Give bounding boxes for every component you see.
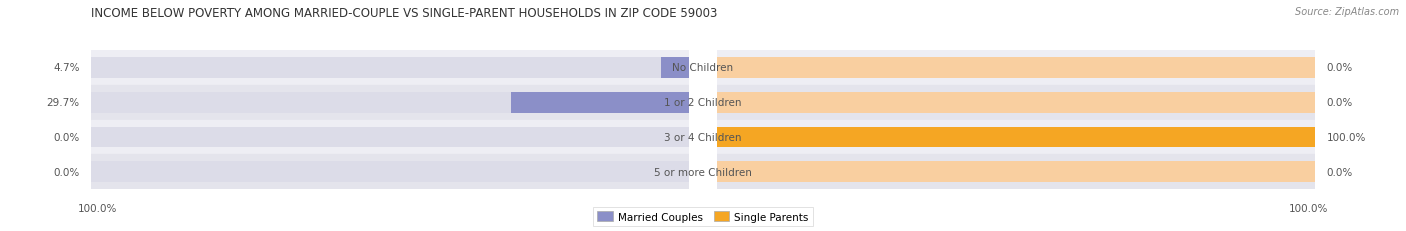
Bar	[717, 92, 1315, 113]
Bar	[661, 58, 689, 79]
Text: 4.7%: 4.7%	[53, 63, 79, 73]
Text: 0.0%: 0.0%	[1327, 167, 1353, 177]
Bar	[717, 162, 1315, 182]
Bar	[91, 155, 689, 189]
Bar	[91, 85, 689, 120]
Text: 5 or more Children: 5 or more Children	[654, 167, 752, 177]
Bar	[512, 92, 689, 113]
Text: 29.7%: 29.7%	[46, 98, 79, 108]
Bar	[717, 58, 1315, 79]
Text: 100.0%: 100.0%	[1289, 203, 1329, 213]
Bar	[717, 155, 1315, 189]
Legend: Married Couples, Single Parents: Married Couples, Single Parents	[593, 207, 813, 226]
Bar	[91, 120, 689, 155]
Text: Source: ZipAtlas.com: Source: ZipAtlas.com	[1295, 7, 1399, 17]
Bar	[91, 51, 689, 85]
Text: 0.0%: 0.0%	[53, 167, 79, 177]
Bar	[91, 92, 689, 113]
Bar	[717, 127, 1315, 148]
Bar	[717, 51, 1315, 85]
Text: 1 or 2 Children: 1 or 2 Children	[664, 98, 742, 108]
Bar	[717, 127, 1315, 148]
Text: 100.0%: 100.0%	[1327, 132, 1367, 143]
Bar	[91, 127, 689, 148]
Text: 3 or 4 Children: 3 or 4 Children	[664, 132, 742, 143]
Text: 100.0%: 100.0%	[77, 203, 117, 213]
Bar	[717, 120, 1315, 155]
Text: 0.0%: 0.0%	[53, 132, 79, 143]
Text: No Children: No Children	[672, 63, 734, 73]
Bar	[717, 85, 1315, 120]
Text: 0.0%: 0.0%	[1327, 63, 1353, 73]
Text: INCOME BELOW POVERTY AMONG MARRIED-COUPLE VS SINGLE-PARENT HOUSEHOLDS IN ZIP COD: INCOME BELOW POVERTY AMONG MARRIED-COUPL…	[91, 7, 718, 20]
Bar	[91, 58, 689, 79]
Bar	[91, 162, 689, 182]
Text: 0.0%: 0.0%	[1327, 98, 1353, 108]
